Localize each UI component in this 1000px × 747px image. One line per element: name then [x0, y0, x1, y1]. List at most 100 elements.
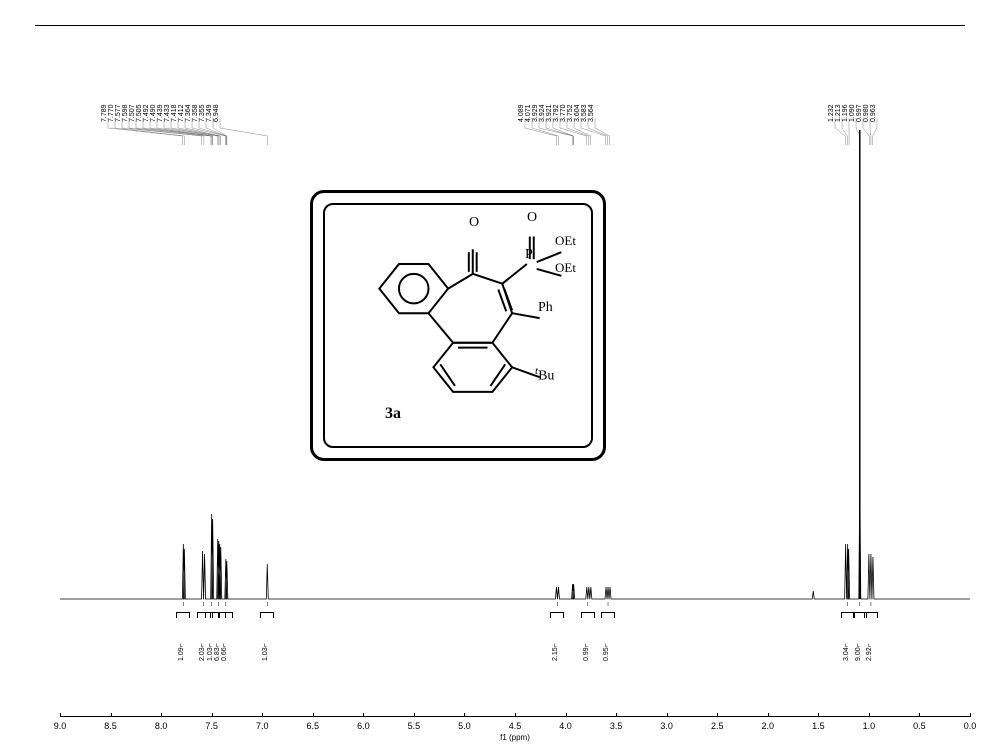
integral-bracket [601, 612, 615, 618]
peak-ppm-label: 7.490 [150, 104, 157, 122]
peak-ppm-label: 0.963 [870, 104, 877, 122]
top-horizontal-rule [35, 25, 965, 26]
peak-ppm-label: 7.577 [115, 104, 122, 122]
integral-bracket [581, 612, 595, 618]
axis-tick-label: 0.0 [964, 721, 977, 731]
axis-tick [970, 713, 971, 717]
peak-ppm-label: 1.090 [849, 104, 856, 122]
integral-bracket [219, 612, 233, 618]
phosphoryl-O-label: O [527, 210, 537, 226]
axis-tick-label: 8.5 [104, 721, 117, 731]
peak-ppm-label: 7.364 [185, 104, 192, 122]
peak-ppm-label: 0.980 [863, 104, 870, 122]
axis-tick-label: 2.5 [711, 721, 724, 731]
axis-tick-label: 2.0 [762, 721, 775, 731]
integral-bracket [176, 612, 190, 618]
peak-ppm-label: 3.792 [553, 104, 560, 122]
peak-ppm-label: 7.433 [164, 104, 171, 122]
axis-tick-label: 7.5 [205, 721, 218, 731]
integral-value: 1.09⌐ [178, 643, 185, 661]
peak-ppm-label: 7.598 [122, 104, 129, 122]
axis-tick-label: 0.5 [913, 721, 926, 731]
chemical-structure-box: O O P OEt OEt Ph tBu 3a [310, 190, 606, 461]
axis-tick [768, 713, 769, 717]
peak-ppm-label: 7.439 [157, 104, 164, 122]
peak-ppm-label: 1.232 [828, 104, 835, 122]
peak-ppm-label: 3.564 [588, 104, 595, 122]
integral-value: 1.03⌐ [262, 643, 269, 661]
integral-bracket [260, 612, 274, 618]
axis-tick [616, 713, 617, 717]
axis-tick [111, 713, 112, 717]
axis-tick-label: 6.5 [307, 721, 320, 731]
axis-tick [262, 713, 263, 717]
axis-tick-label: 5.0 [458, 721, 471, 731]
peak-ppm-label: 7.770 [108, 104, 115, 122]
peak-ppm-label: 4.089 [518, 104, 525, 122]
chemical-structure-inner-border: O O P OEt OEt Ph tBu 3a [323, 203, 593, 448]
integral-value: 0.66⌐ [221, 643, 228, 661]
axis-tick-label: 6.0 [357, 721, 370, 731]
peak-ppm-label: 0.997 [856, 104, 863, 122]
axis-title: f1 (ppm) [500, 733, 530, 742]
tBu-label: tBu [535, 365, 554, 385]
axis-tick [717, 713, 718, 717]
Ph-label: Ph [538, 300, 553, 316]
ketone-O-label: O [469, 215, 479, 231]
integral-value: 2.92⌐ [866, 643, 873, 661]
peak-ppm-label: 3.604 [574, 104, 581, 122]
axis-tick [515, 713, 516, 717]
integral-value: 3.04⌐ [843, 643, 850, 661]
axis-tick [161, 713, 162, 717]
axis-tick-label: 3.5 [610, 721, 623, 731]
integral-bracket [864, 612, 878, 618]
axis-tick-label: 1.5 [812, 721, 825, 731]
axis-tick-label: 9.0 [54, 721, 67, 731]
peak-ppm-label: 3.924 [539, 104, 546, 122]
peak-ppm-label: 7.349 [206, 104, 213, 122]
axis-tick [363, 713, 364, 717]
axis-tick-label: 3.0 [660, 721, 673, 731]
OEt-label-1: OEt [555, 233, 576, 249]
axis-tick [566, 713, 567, 717]
peak-ppm-label: 3.929 [532, 104, 539, 122]
peak-ppm-label: 7.358 [192, 104, 199, 122]
peak-ppm-label: 3.752 [567, 104, 574, 122]
axis-tick [414, 713, 415, 717]
integral-value: 9.00⌐ [855, 643, 862, 661]
axis-tick [869, 713, 870, 717]
integral-value: 1.03⌐ [207, 643, 214, 661]
integral-value: 0.99⌐ [583, 643, 590, 661]
integral-bracket [550, 612, 564, 618]
peak-ppm-label: 7.355 [199, 104, 206, 122]
peak-ppm-label: 7.505 [136, 104, 143, 122]
axis-tick-label: 5.5 [408, 721, 421, 731]
axis-tick [667, 713, 668, 717]
integral-value: 0.95⌐ [603, 643, 610, 661]
OEt-label-2: OEt [555, 260, 576, 276]
axis-tick-label: 4.5 [509, 721, 522, 731]
axis-tick-label: 4.0 [559, 721, 572, 731]
axis-tick [464, 713, 465, 717]
axis-tick-label: 7.0 [256, 721, 269, 731]
peak-ppm-label: 3.921 [546, 104, 553, 122]
integral-value: 2.15⌐ [552, 643, 559, 661]
spectrum-trace [60, 480, 970, 600]
P-label: P [525, 247, 533, 263]
peak-ppm-label: 3.583 [581, 104, 588, 122]
peak-ppm-label: 7.492 [143, 104, 150, 122]
x-axis: 9.08.58.07.57.06.56.05.55.04.54.03.53.02… [60, 716, 970, 717]
axis-tick [212, 713, 213, 717]
axis-tick [919, 713, 920, 717]
peak-ppm-label: 3.770 [560, 104, 567, 122]
tBu-text: Bu [538, 369, 554, 384]
peak-ppm-label: 4.071 [525, 104, 532, 122]
compound-id: 3a [385, 405, 401, 423]
axis-tick [60, 713, 61, 717]
peak-ppm-label: 6.948 [213, 104, 220, 122]
axis-tick-label: 8.0 [155, 721, 168, 731]
peak-ppm-label: 7.789 [101, 104, 108, 122]
chemical-structure-drawing [325, 205, 591, 446]
peak-ppm-label: 7.412 [178, 104, 185, 122]
peak-ppm-label: 7.507 [129, 104, 136, 122]
